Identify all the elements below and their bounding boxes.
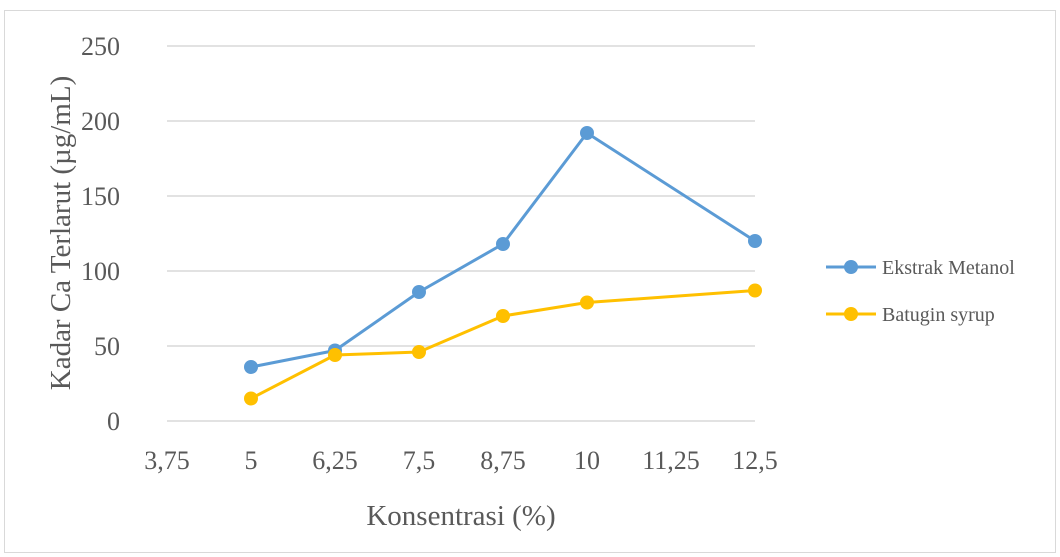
y-tick-label: 0 xyxy=(107,407,120,436)
data-point xyxy=(748,234,762,248)
data-point xyxy=(412,345,426,359)
data-point xyxy=(580,126,594,140)
gridlines xyxy=(167,45,755,422)
data-point xyxy=(328,348,342,362)
x-tick-label: 6,25 xyxy=(312,446,358,475)
x-tick-label: 10 xyxy=(574,446,600,475)
data-point xyxy=(496,237,510,251)
chart-frame xyxy=(4,10,1056,553)
y-axis-title: Kadar Ca Terlarut (µg/mL) xyxy=(45,76,77,391)
x-tick-label: 7,5 xyxy=(403,446,436,475)
y-tick-labels: 0 50 100 150 200 250 xyxy=(81,32,120,436)
x-tick-label: 8,75 xyxy=(480,446,526,475)
data-point xyxy=(580,295,594,310)
x-tick-label: 12,5 xyxy=(732,446,778,475)
legend-label-0: Ekstrak Metanol xyxy=(882,257,1015,279)
legend-marker-0 xyxy=(844,260,858,274)
series-line-0 xyxy=(250,131,756,369)
data-point xyxy=(496,309,510,323)
series-lines xyxy=(250,131,756,400)
y-tick-label: 50 xyxy=(94,332,120,361)
series-points xyxy=(244,126,762,406)
data-point xyxy=(412,285,426,299)
y-tick-label: 250 xyxy=(81,32,120,61)
x-tick-label: 5 xyxy=(245,446,258,475)
data-point xyxy=(748,283,762,298)
x-tick-label: 3,75 xyxy=(144,446,190,475)
x-tick-labels: 3,75 5 6,25 7,5 8,75 10 11,25 12,5 xyxy=(144,446,778,475)
x-tick-label: 11,25 xyxy=(642,446,700,475)
legend-marker-1 xyxy=(844,307,858,321)
data-point xyxy=(244,391,258,406)
y-tick-label: 200 xyxy=(81,107,120,136)
series-line-1 xyxy=(250,289,756,400)
legend-label-1: Batugin syrup xyxy=(882,304,995,326)
y-tick-label: 100 xyxy=(81,257,120,286)
legend: Ekstrak Metanol Batugin syrup xyxy=(826,257,1015,326)
data-point xyxy=(244,360,258,374)
y-tick-label: 150 xyxy=(81,182,120,211)
x-axis-title: Konsentrasi (%) xyxy=(366,500,555,532)
